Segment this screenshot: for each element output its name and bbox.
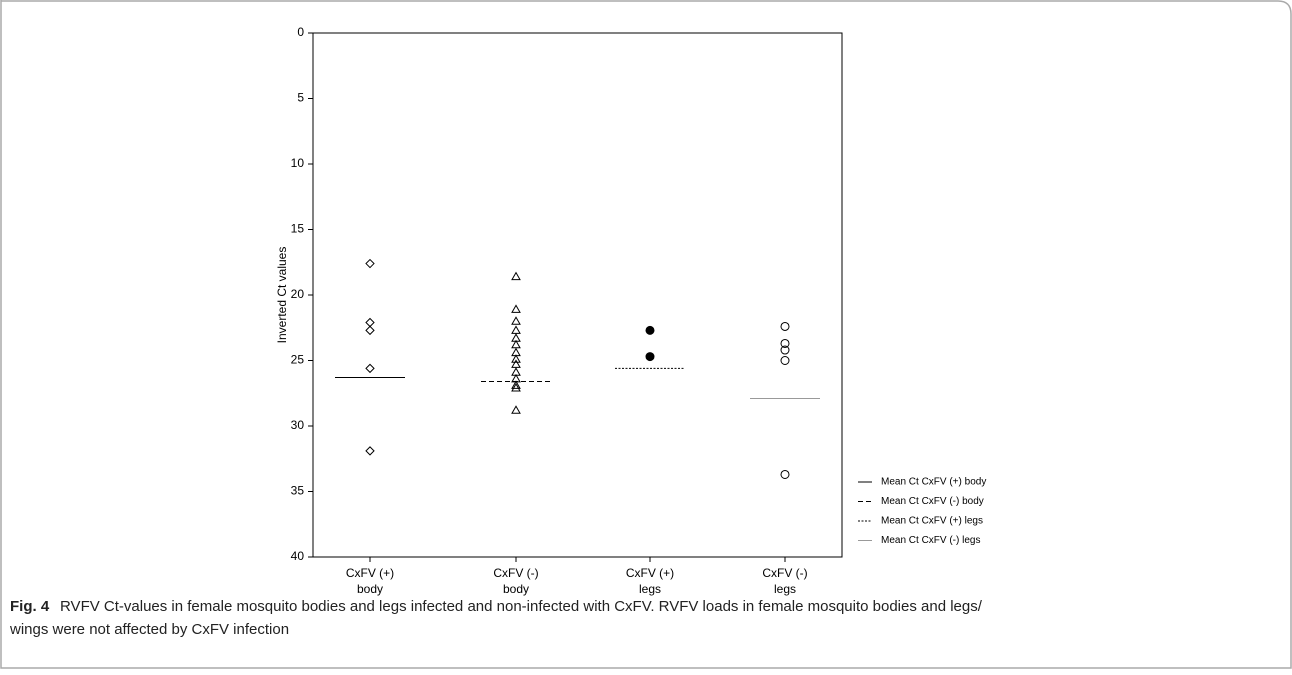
legend-label: Mean Ct CxFV (+) body	[881, 477, 986, 488]
y-axis-label: Inverted Ct values	[275, 247, 289, 344]
legend-label: Mean Ct CxFV (-) body	[881, 496, 984, 507]
y-tick-label: 5	[297, 91, 304, 105]
legend-label: Mean Ct CxFV (-) legs	[881, 535, 980, 546]
y-tick-label: 10	[291, 156, 305, 170]
caption-label: Fig. 4	[10, 598, 50, 615]
plot-area	[312, 32, 843, 558]
y-tick-label: 40	[291, 549, 305, 563]
x-tick-label: legs	[774, 582, 796, 596]
caption-text: RVFV Ct-values in female mosquito bodies…	[60, 598, 983, 615]
point	[780, 338, 790, 348]
point	[511, 354, 521, 363]
point	[511, 271, 521, 281]
point	[511, 405, 521, 414]
point	[645, 325, 655, 335]
point	[365, 363, 375, 374]
point	[645, 352, 655, 362]
point	[780, 321, 790, 331]
y-tick-label: 20	[291, 287, 305, 301]
point	[780, 469, 790, 479]
point	[511, 359, 521, 368]
point	[365, 446, 375, 456]
y-tick-label: 35	[291, 484, 305, 498]
caption-text: wings were not affected by CxFV infectio…	[9, 621, 289, 638]
point	[780, 345, 790, 355]
point	[511, 316, 521, 325]
x-tick-label: legs	[639, 582, 661, 596]
y-tick-label: 25	[291, 353, 305, 367]
point	[511, 383, 521, 392]
legend-label: Mean Ct CxFV (+) legs	[881, 516, 983, 527]
point	[511, 380, 521, 389]
point	[365, 258, 375, 269]
point	[365, 317, 375, 328]
y-tick-label: 30	[291, 418, 305, 432]
point	[365, 325, 375, 336]
x-tick-label: CxFV (-)	[493, 566, 538, 580]
point	[511, 339, 521, 349]
x-tick-label: CxFV (+)	[626, 566, 674, 580]
x-tick-label: body	[357, 582, 383, 596]
x-tick-label: CxFV (-)	[762, 566, 807, 580]
x-tick-label: body	[503, 582, 529, 596]
y-tick-label: 0	[297, 25, 304, 39]
point	[780, 356, 790, 365]
x-tick-label: CxFV (+)	[346, 566, 394, 580]
y-tick-label: 15	[291, 222, 305, 236]
point	[511, 325, 521, 334]
point	[511, 304, 521, 313]
